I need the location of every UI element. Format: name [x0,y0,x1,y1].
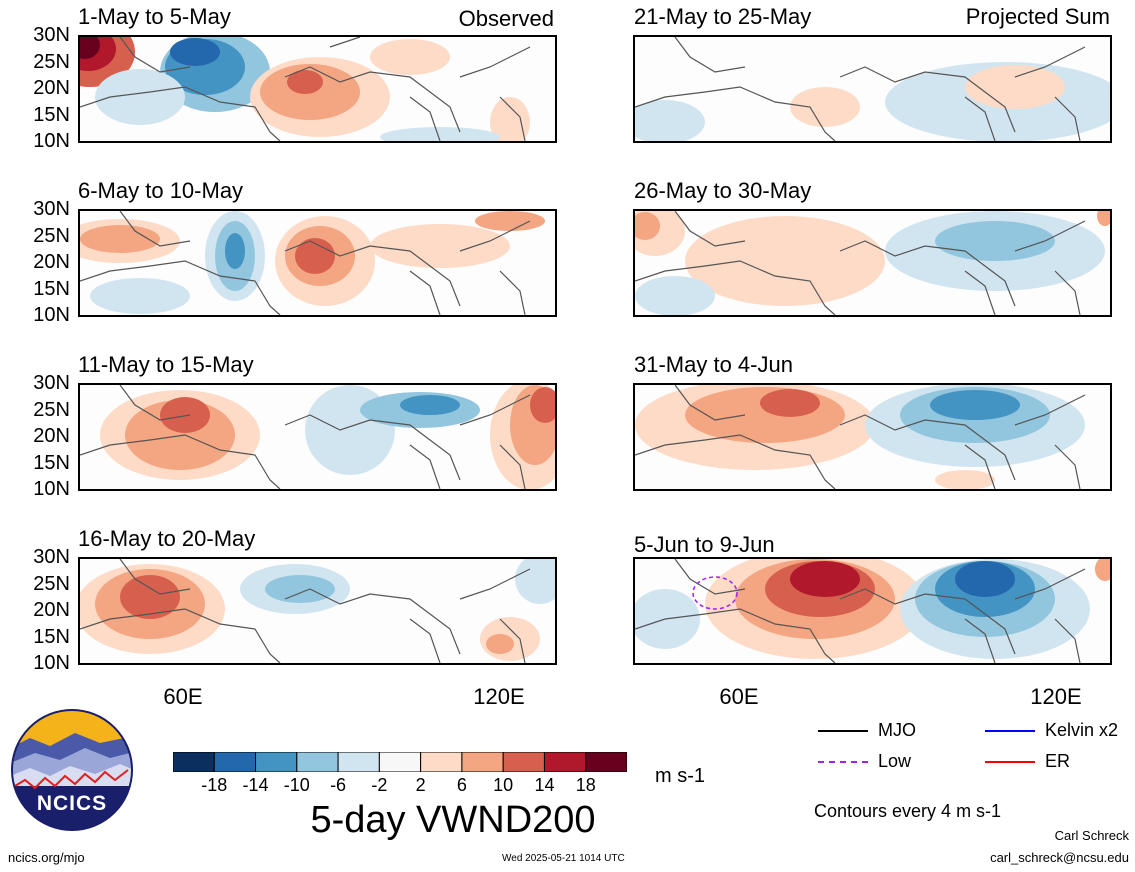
legend-line-low [818,761,868,763]
colorbar-tick-label: 6 [456,775,467,795]
site-link[interactable]: ncics.org/mjo [8,850,85,865]
lat-label: 30N [33,198,70,220]
map-panel-8 [633,557,1112,665]
lat-label: 30N [33,546,70,568]
colorbar-units: m s-1 [655,765,705,787]
legend-line-mjo [818,730,868,732]
panel-title: 1-May to 5-May [78,4,231,29]
lat-label: 25N [33,398,70,421]
logo-text: NCICS [36,792,108,815]
map-panel-2 [78,209,557,317]
panel-title: 16-May to 20-May [78,526,256,551]
lat-label: 15N [33,625,70,648]
contours-note: Contours every 4 m s-1 [814,801,1002,821]
colorbar-tick-label: -6 [330,775,347,795]
lat-label: 15N [33,277,70,300]
panel-title: 11-May to 15-May [78,352,254,377]
lat-label: 10N [33,652,70,674]
map-panel-5 [633,35,1112,143]
lat-label: 10N [33,130,70,152]
colorbar-swatch [213,751,257,773]
lat-label: 20N [33,251,70,273]
colorbar-swatch [255,751,298,773]
ncics-logo: NCICS [10,708,134,832]
colorbar-swatch [420,751,463,773]
author-email[interactable]: carl_schreck@ncsu.edu [990,850,1129,865]
colorbar-tick-label: -2 [371,775,388,795]
map-panel-7 [633,383,1112,491]
panel-title: 21-May to 25-May [634,4,812,29]
lat-label: 30N [33,372,70,394]
legend-label-kelvin: Kelvin x2 [1045,720,1119,740]
lat-label: 15N [33,103,70,126]
lat-label: 30N [33,24,70,46]
colorbar-swatch [172,751,215,773]
lat-label: 25N [33,224,70,247]
lat-label: 15N [33,451,70,474]
map-panel-4 [78,557,557,665]
figure-title: 5-day VWND200 [310,799,596,841]
timestamp: Wed 2025-05-21 1014 UTC [502,853,625,864]
colorbar-tick-label: -10 [283,775,310,795]
colorbar-tick-label: -18 [201,775,228,795]
lat-label: 25N [33,50,70,73]
colorbar-swatch [337,751,380,773]
lon-label-120e-right: 120E [1030,684,1082,709]
colorbar-tick-label: 2 [415,775,426,795]
lat-label: 10N [33,478,70,500]
panel-title: 5-Jun to 9-Jun [634,532,775,557]
legend-label-mjo: MJO [878,720,916,740]
colorbar-tick-label: 14 [534,775,555,795]
colorbar-tick-label: 18 [575,775,596,795]
panel-title: 26-May to 30-May [634,178,812,203]
colorbar-tick-label: -14 [242,775,269,795]
colorbar-swatch [296,751,339,773]
author: Carl Schreck [1054,828,1129,843]
map-panel-6 [633,209,1112,317]
lat-label: 20N [33,599,70,621]
colorbar-swatch [502,751,545,773]
colorbar-swatch [461,751,504,773]
legend-line-er [985,761,1035,763]
lat-label: 20N [33,77,70,99]
lon-label-120e-left: 120E [473,684,525,709]
colorbar-swatch [585,751,628,773]
legend-line-kelvin [985,730,1035,732]
colorbar-swatch [543,751,587,773]
panel-title: 31-May to 4-Jun [634,352,793,377]
lat-label: 10N [33,304,70,326]
lat-label: 25N [33,572,70,595]
projected-label: Projected Sum [965,4,1110,29]
map-panel-1 [78,35,557,143]
colorbar-swatch [378,751,422,773]
lon-label-60e-left: 60E [163,684,203,709]
lon-label-60e-right: 60E [719,684,759,709]
colorbar [172,751,628,773]
map-panel-3 [78,383,557,491]
legend-label-er: ER [1045,751,1071,771]
legend-label-low: Low [878,751,912,771]
lat-label: 20N [33,425,70,447]
colorbar-tick-label: 10 [493,775,514,795]
panel-title: 6-May to 10-May [78,178,244,203]
observed-label: Observed [458,6,554,31]
